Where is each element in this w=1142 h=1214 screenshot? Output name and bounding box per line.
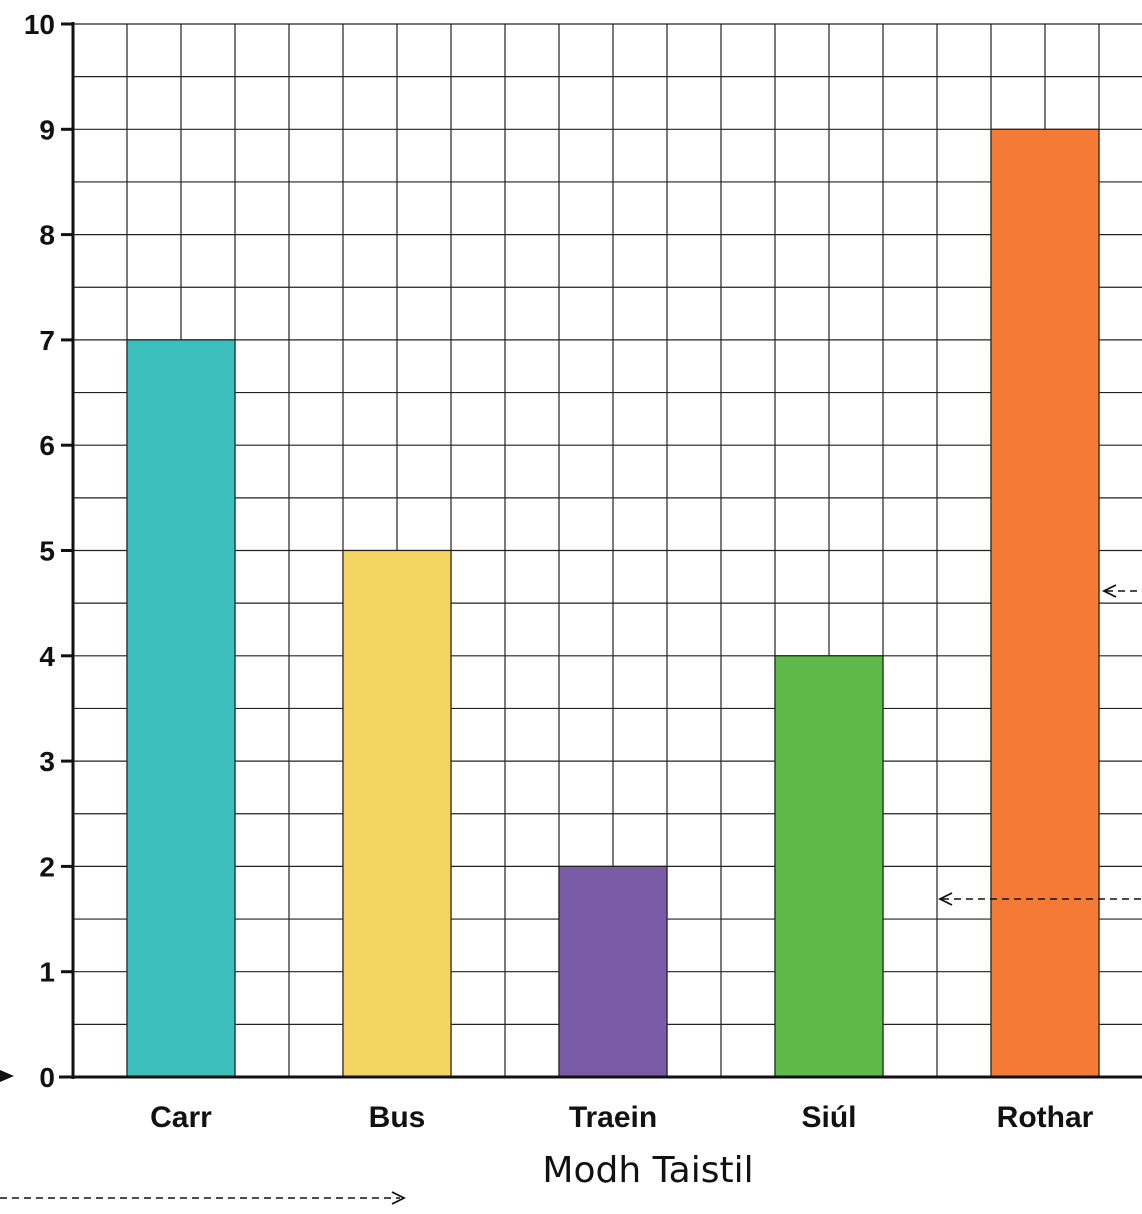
y-tick-label: 2 [39, 851, 55, 882]
y-tick-label: 8 [39, 220, 55, 251]
y-tick-label: 9 [39, 114, 55, 145]
y-tick-label: 5 [39, 536, 55, 567]
y-tick-label: 4 [39, 641, 55, 672]
bar-traein [558, 865, 668, 1078]
pointer-arrows [0, 584, 1142, 1205]
arrow-head-upper [1101, 584, 1117, 598]
x-tick-label: Traein [569, 1101, 657, 1134]
y-tick-label: 7 [39, 325, 55, 356]
arrow-head-left [0, 1070, 14, 1082]
y-tick-label: 1 [39, 957, 55, 988]
y-tick-label: 10 [24, 9, 55, 40]
x-axis-ticks: Carr Bus Traein Siúl Rothar [150, 1101, 1094, 1134]
bar-series [126, 128, 1100, 1078]
bar-rothar [990, 128, 1100, 1078]
x-tick-label: Carr [150, 1101, 212, 1134]
y-tick-label: 3 [39, 746, 55, 777]
x-axis-label: Modh Taistil [542, 1150, 753, 1191]
x-tick-label: Bus [369, 1101, 426, 1134]
y-tick-label: 6 [39, 430, 55, 461]
x-tick-label: Rothar [997, 1101, 1094, 1134]
y-axis-ticks: 0 1 2 3 4 5 6 7 8 9 10 [24, 9, 73, 1093]
bar-siúl [774, 655, 884, 1078]
x-tick-label: Siúl [801, 1101, 856, 1134]
bar-carr [126, 339, 236, 1078]
arrow-head-bottom [391, 1191, 407, 1205]
bar-bus [342, 549, 452, 1078]
arrow-head-mid [937, 892, 953, 906]
y-tick-label: 0 [39, 1062, 55, 1093]
